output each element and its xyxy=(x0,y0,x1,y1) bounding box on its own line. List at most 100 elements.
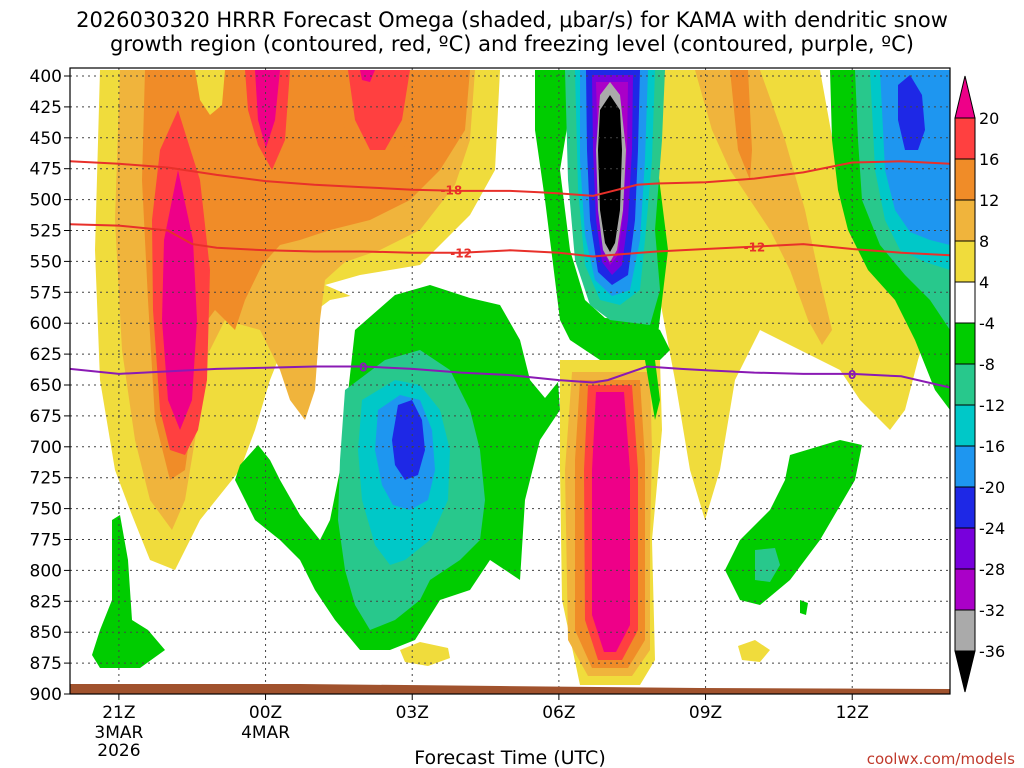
colorbar-segment xyxy=(954,158,976,201)
colorbar-segment xyxy=(954,117,976,160)
omega-shade-pos12-east xyxy=(730,70,752,180)
colorbar-label: -28 xyxy=(979,560,1005,579)
colorbar-segment xyxy=(954,609,976,652)
terrain-ground xyxy=(70,684,950,694)
colorbar-label: 12 xyxy=(979,191,999,210)
colorbar: 20 16 12 8 4 -4 -8 -12 -16 -20 -24 -28 -32 -36 xyxy=(954,75,1005,693)
omega-shade-neg20-lower xyxy=(392,400,425,480)
colorbar-segment xyxy=(954,281,976,324)
omega-shade-neg4-left xyxy=(92,515,165,668)
omega-shade-pos4-small2 xyxy=(738,640,770,662)
y-tick-label: 575 xyxy=(30,283,62,303)
chart-title-line2: growth region (contoured, red, ºC) and f… xyxy=(110,32,914,56)
colorbar-label: -36 xyxy=(979,642,1005,661)
x-tick-label: 00Z xyxy=(249,703,282,723)
colorbar-segment xyxy=(954,363,976,406)
colorbar-segment xyxy=(954,486,976,529)
x-tick-label: 21Z xyxy=(102,703,135,723)
contour--12 xyxy=(70,223,950,258)
omega-shade-pos20-west xyxy=(162,170,197,430)
contour-label: -12 xyxy=(450,247,472,261)
colorbar-label: -16 xyxy=(979,437,1005,456)
x-axis-title: Forecast Time (UTC) xyxy=(414,747,605,768)
y-tick-label: 850 xyxy=(30,623,62,643)
y-tick-label: 650 xyxy=(30,376,62,396)
contour-lines xyxy=(70,160,950,389)
colorbar-label: 16 xyxy=(979,150,999,169)
colorbar-segment xyxy=(954,527,976,570)
colorbar-label: 8 xyxy=(979,232,989,251)
y-tick-label: 475 xyxy=(30,160,62,180)
contour-0 xyxy=(70,365,950,389)
colorbar-label: -4 xyxy=(979,314,995,333)
y-tick-label: 400 xyxy=(30,67,62,87)
colorbar-label: -20 xyxy=(979,478,1005,497)
omega-shade-neg4-east xyxy=(535,70,670,360)
y-tick-label: 525 xyxy=(30,222,62,242)
contour-label: 0 xyxy=(359,360,367,374)
colorbar-segment xyxy=(954,322,976,365)
omega-shade-pos20-top2 xyxy=(360,70,375,82)
y-tick-label: 725 xyxy=(30,469,62,489)
y-tick-label: 900 xyxy=(30,685,62,705)
colorbar-label: 4 xyxy=(979,273,989,292)
omega-shade-pos4-east xyxy=(650,70,930,520)
omega-shade-neg20-far-east xyxy=(898,75,925,150)
colorbar-segment xyxy=(954,568,976,611)
omega-shade-neg16-far-east xyxy=(880,70,950,245)
gridlines xyxy=(70,68,950,695)
omega-shade-neg4-small-east xyxy=(800,600,808,615)
omega-shade-pos4-gap xyxy=(195,70,225,115)
y-tick-label: 800 xyxy=(30,561,62,581)
omega-shade-pos20-top xyxy=(255,70,280,148)
plot-frame xyxy=(69,67,951,695)
x-tick-date: 4MAR xyxy=(241,723,290,743)
colorbar-label: -12 xyxy=(979,396,1005,415)
omega-shading xyxy=(92,70,950,685)
contour-label: 0 xyxy=(848,368,856,382)
contour--18 xyxy=(70,160,950,197)
colorbar-label: -32 xyxy=(979,601,1005,620)
x-tick-label: 09Z xyxy=(689,703,722,723)
y-tick-label: 775 xyxy=(30,531,62,551)
colorbar-segment xyxy=(954,445,976,488)
credit-text: coolwx.com/models xyxy=(867,750,1015,768)
omega-shade-neg36-east xyxy=(598,95,622,252)
x-tick-date: 3MAR xyxy=(94,723,143,743)
colorbar-segment xyxy=(954,199,976,242)
colorbar-label: -8 xyxy=(979,355,995,374)
omega-shade-pos4-small1 xyxy=(400,642,450,666)
x-tick-label: 06Z xyxy=(542,703,575,723)
omega-shade-pos16-top2 xyxy=(348,70,410,150)
y-tick-label: 550 xyxy=(30,252,62,272)
y-tick-label: 825 xyxy=(30,592,62,612)
y-tick-label: 750 xyxy=(30,500,62,520)
colorbar-label: -24 xyxy=(979,519,1005,538)
x-tick-label: 03Z xyxy=(396,703,429,723)
chart-title-line1: 2026030320 HRRR Forecast Omega (shaded, … xyxy=(76,8,948,32)
omega-shade-pos8-east xyxy=(695,70,832,345)
colorbar-label: 20 xyxy=(979,109,999,128)
contour-label: -12 xyxy=(744,241,766,255)
colorbar-segment xyxy=(954,404,976,447)
y-tick-label: 450 xyxy=(30,129,62,149)
colorbar-top-triangle xyxy=(954,75,976,119)
y-tick-label: 425 xyxy=(30,98,62,118)
x-tick-label: 12Z xyxy=(836,703,869,723)
contour-label: -18 xyxy=(440,184,462,198)
contour-label-group: -18 -12 -12 0 0 xyxy=(359,184,856,382)
y-tick-label: 500 xyxy=(30,191,62,211)
omega-shade-neg8-small-east xyxy=(755,548,780,582)
y-tick-label: 600 xyxy=(30,314,62,334)
x-tick-year: 2026 xyxy=(97,741,140,761)
y-tick-label: 700 xyxy=(30,438,62,458)
omega-shade-pos20-lower xyxy=(592,392,630,652)
y-tick-label: 875 xyxy=(30,654,62,674)
colorbar-segment xyxy=(954,240,976,283)
y-tick-label: 675 xyxy=(30,407,62,427)
y-tick-label: 625 xyxy=(30,345,62,365)
y-axis: 400 425 450 475 500 525 550 575 600 625 650 675 700 7… xyxy=(30,67,70,705)
colorbar-bottom-triangle xyxy=(954,650,976,693)
